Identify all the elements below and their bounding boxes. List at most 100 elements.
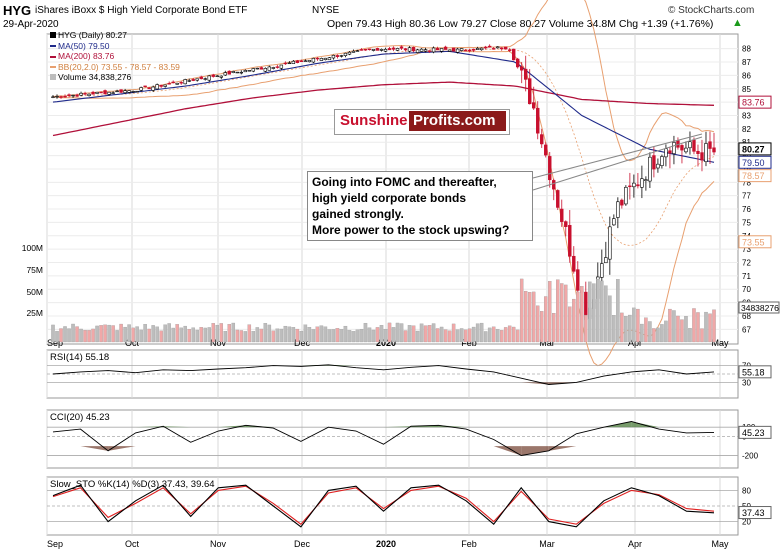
volume-bar — [572, 298, 576, 343]
x-tick-label: Sep — [47, 338, 63, 348]
candle-body — [259, 67, 264, 70]
volume-bar — [684, 316, 688, 343]
volume-bar — [548, 281, 552, 343]
candle-body — [351, 50, 356, 53]
candle-body — [135, 90, 139, 93]
candle-body — [127, 90, 131, 93]
legend-ma50: MA(50) 79.50 — [50, 41, 180, 52]
volume-bar — [447, 330, 452, 343]
price-tick-label: 68 — [742, 312, 751, 321]
volume-bar — [351, 331, 356, 343]
callout-pointer — [532, 133, 703, 179]
price-tag — [738, 235, 772, 249]
volume-bar — [131, 327, 135, 343]
price-tag-label: 73.55 — [742, 237, 765, 247]
volume-bar — [704, 311, 708, 343]
volume-bar — [435, 328, 440, 343]
volume-bar — [471, 326, 476, 343]
volume-bar — [688, 328, 692, 343]
candle-body — [63, 95, 67, 98]
price-tick-label: 86 — [742, 71, 751, 80]
volume-bar — [560, 283, 564, 343]
candle-body — [355, 50, 360, 52]
candle-body — [668, 150, 672, 154]
volume-bar — [195, 329, 199, 343]
cci-upper-fill — [163, 426, 191, 428]
candle-body — [323, 57, 328, 61]
candle-body — [219, 75, 223, 78]
rsi-tag — [738, 365, 772, 379]
candle-body — [455, 48, 460, 53]
volume-bar — [519, 278, 524, 343]
candle-body — [620, 199, 624, 206]
price-tick-label: 77 — [742, 192, 751, 201]
volume-bar — [407, 325, 412, 343]
volume-bar — [123, 326, 127, 343]
volume-bar — [431, 323, 436, 343]
candle-body — [83, 93, 87, 95]
panel-frame — [46, 409, 739, 469]
callout-line: More power to the stock upswing? — [312, 223, 510, 237]
x-tick-label: Oct — [125, 338, 140, 348]
x-tick-label: 2020 — [376, 338, 396, 348]
price-tag — [738, 95, 772, 109]
volume-bar — [111, 325, 115, 343]
volume-bar — [604, 285, 608, 343]
volume-bar — [467, 328, 472, 343]
ohlc-readout: Open 79.43 High 80.36 Low 79.27 Close 80… — [327, 18, 714, 30]
volume-bar — [147, 328, 151, 343]
volume-bar — [664, 320, 668, 343]
candle-body — [451, 47, 456, 52]
volume-bar — [419, 323, 424, 343]
cci-lower-fill — [548, 446, 577, 451]
x-tick-label-bottom: 2020 — [376, 539, 396, 549]
candle-body — [568, 225, 572, 257]
candle-body — [435, 48, 440, 51]
volume-bar — [507, 325, 512, 343]
volume-bar — [588, 281, 592, 343]
volume-bar — [403, 330, 408, 343]
candle-body — [564, 221, 568, 227]
volume-bar — [564, 284, 568, 343]
candle-body — [415, 49, 420, 53]
volume-bar — [608, 295, 612, 343]
volume-bar — [319, 325, 324, 343]
stoch-tag-label: 37.43 — [742, 508, 765, 518]
volume-bar — [636, 308, 640, 343]
rsi-label: RSI(14) 55.18 — [50, 352, 109, 363]
callout-line: high yield corporate bonds — [312, 191, 467, 205]
volume-bar — [235, 329, 240, 343]
volume-bar — [263, 323, 268, 343]
volume-bar — [295, 328, 300, 343]
volume-bar — [439, 326, 444, 343]
volume-bar — [199, 327, 203, 343]
x-tick-label-bottom: Dec — [294, 539, 311, 549]
price-tag — [738, 169, 772, 183]
volume-bar — [359, 329, 364, 343]
volume-bar — [523, 290, 528, 343]
x-tick-label: Nov — [210, 338, 227, 348]
candle-body — [624, 186, 628, 205]
cci-lower-fill — [493, 446, 522, 456]
volume-bar — [411, 325, 416, 343]
exchange: NYSE — [312, 5, 340, 16]
price-tag-label: 78.57 — [742, 171, 765, 181]
volume-bar — [584, 314, 588, 343]
candle-body — [163, 84, 167, 87]
volume-tick-label: 25M — [26, 308, 43, 318]
volume-bar — [628, 314, 632, 343]
candle-body — [552, 180, 556, 190]
volume-bar — [203, 327, 207, 343]
x-tick-label-bottom: May — [711, 539, 729, 549]
volume-bar — [499, 330, 504, 343]
volume-bar — [479, 322, 484, 343]
candle-body — [271, 67, 276, 69]
candle-body — [475, 47, 480, 50]
price-legend: HYG (Daily) 80.27 MA(50) 79.50 MA(200) 8… — [50, 30, 180, 83]
volume-bar — [239, 330, 244, 343]
volume-bar — [552, 313, 556, 343]
price-tick-label: 76 — [742, 205, 751, 214]
candle-body — [560, 208, 564, 222]
candle-body — [343, 52, 348, 56]
